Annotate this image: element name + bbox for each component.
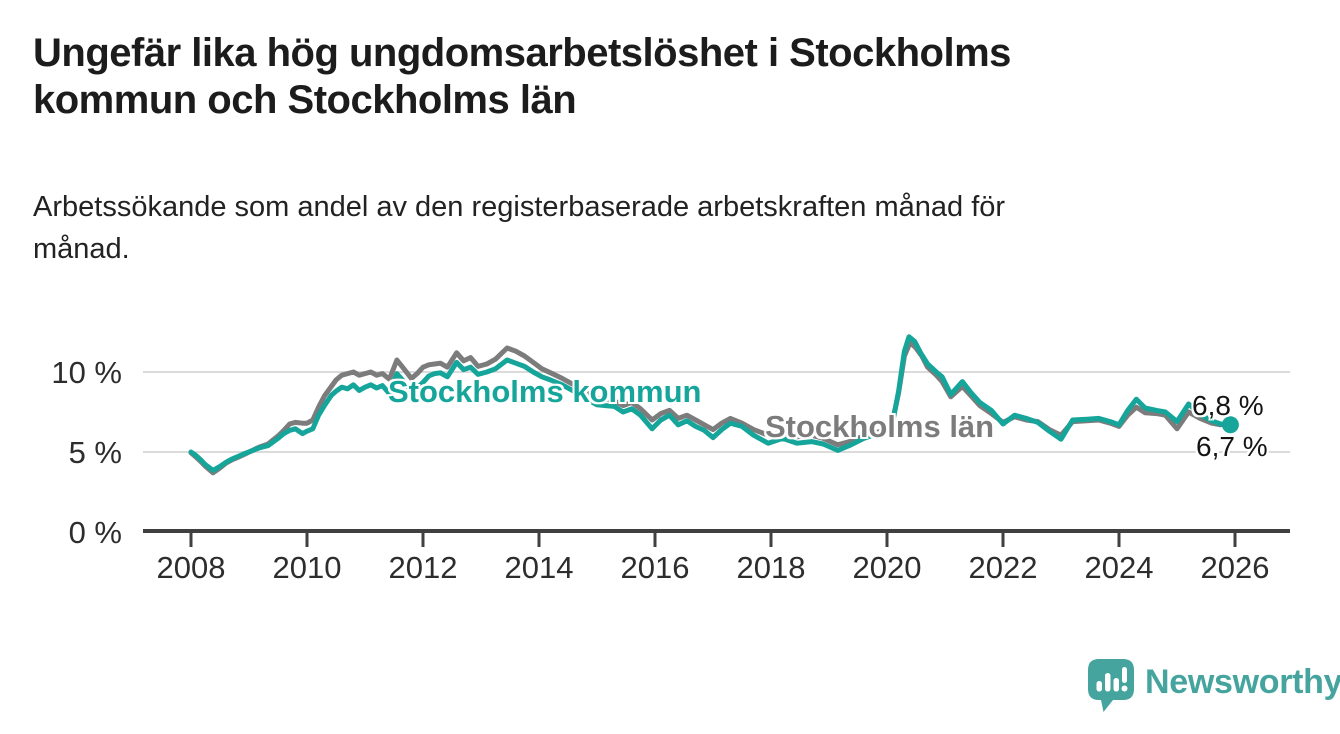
end-value-label-lan: 6,8 %: [1192, 390, 1264, 421]
x-tick-label: 2012: [389, 550, 458, 585]
chart-subtitle-line-2: månad.: [33, 233, 130, 265]
page-title-line-1: Ungefär lika hög ungdomsarbetslöshet i S…: [33, 31, 1011, 75]
x-tick-label: 2024: [1085, 550, 1154, 585]
page-title-line-2: kommun och Stockholms län: [33, 78, 577, 122]
page-title: Ungefär lika hög ungdomsarbetslöshet i S…: [33, 30, 1173, 124]
x-tick-label: 2014: [505, 550, 574, 585]
chart-subtitle: Arbetssökande som andel av den registerb…: [33, 186, 1233, 270]
speech-bubble-shape: [1088, 659, 1134, 712]
series-label-stockholms-lan: Stockholms län: [765, 409, 995, 444]
series-end-dot: [1221, 416, 1239, 434]
logo-bar-tall: [1105, 673, 1111, 692]
x-tick-label: 2020: [853, 550, 922, 585]
chart-subtitle-line-1: Arbetssökande som andel av den registerb…: [33, 191, 1006, 223]
newsworthy-logo-icon: [1088, 659, 1134, 712]
x-tick-label: 2018: [737, 550, 806, 585]
series-line: [188, 334, 1233, 473]
y-tick-label: 5 %: [69, 435, 122, 470]
newsworthy-logo: Newsworthy: [1086, 658, 1340, 714]
series-label-stockholms-kommun: Stockholms kommun: [388, 374, 702, 409]
y-tick-label: 10 %: [51, 355, 122, 390]
x-tick-label: 2016: [621, 550, 690, 585]
logo-exclamation-dot: [1121, 685, 1128, 692]
logo-bar-medium: [1113, 678, 1119, 692]
logo-bar-small: [1096, 681, 1102, 692]
x-tick-label: 2022: [969, 550, 1038, 585]
x-tick-label: 2010: [273, 550, 342, 585]
series-line: [188, 339, 1233, 476]
end-value-label-kommun: 6,7 %: [1196, 431, 1268, 462]
y-tick-label: 0 %: [69, 515, 122, 550]
x-tick-label: 2026: [1201, 550, 1270, 585]
x-tick-label: 2008: [157, 550, 226, 585]
newsworthy-logo-text: Newsworthy: [1145, 662, 1340, 701]
logo-exclamation-bar: [1122, 667, 1127, 683]
